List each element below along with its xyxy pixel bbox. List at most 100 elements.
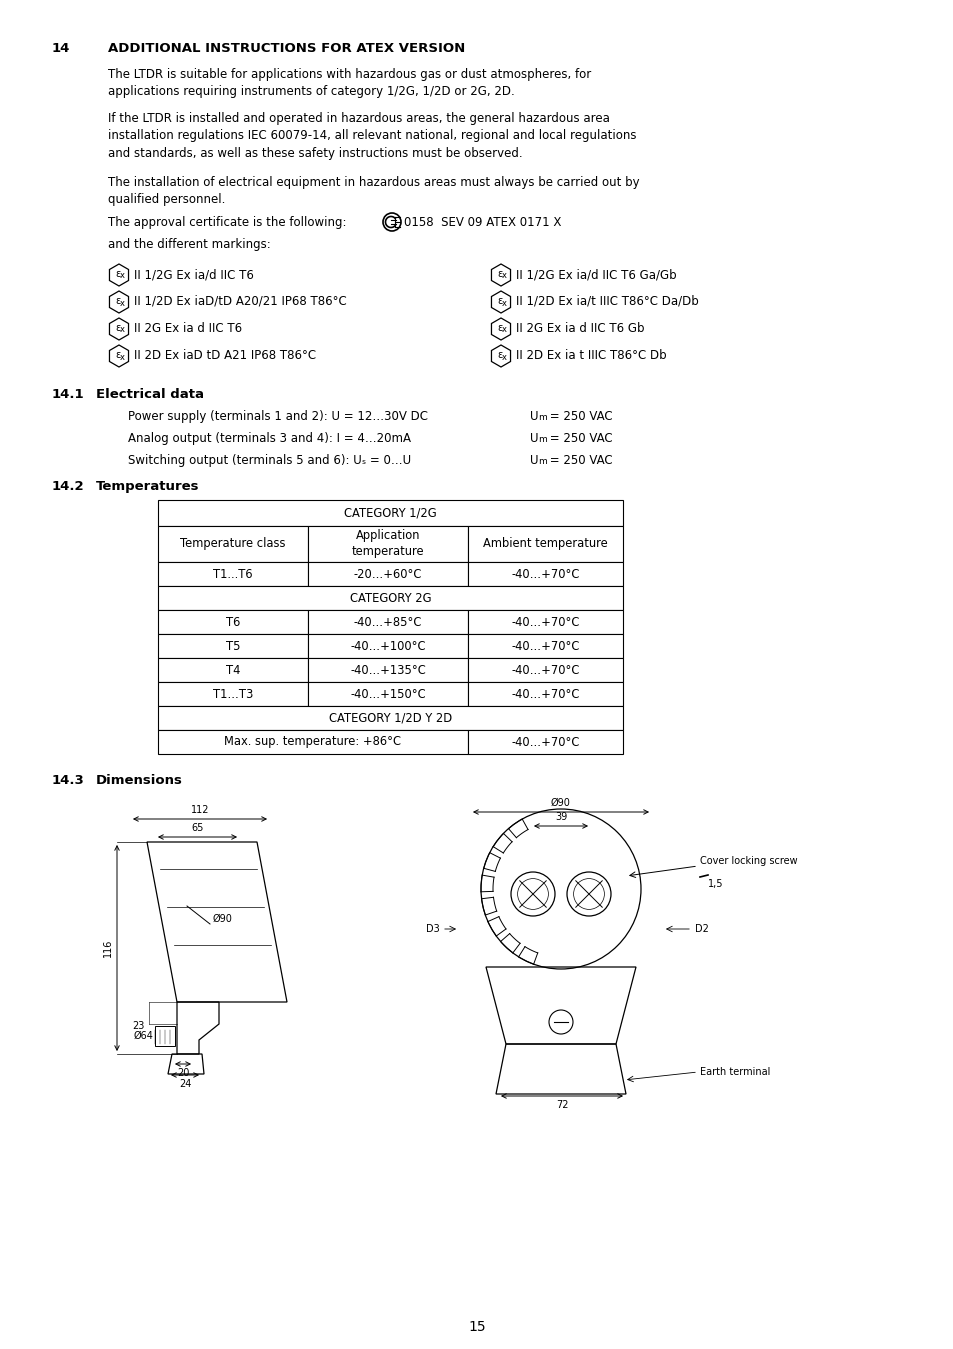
Bar <box>308 683 468 706</box>
Bar <box>158 563 308 585</box>
Text: m: m <box>537 434 546 444</box>
Text: ADDITIONAL INSTRUCTIONS FOR ATEX VERSION: ADDITIONAL INSTRUCTIONS FOR ATEX VERSION <box>108 42 465 55</box>
Text: The installation of electrical equipment in hazardous areas must always be carri: The installation of electrical equipment… <box>108 175 639 206</box>
Bar <box>154 1027 174 1045</box>
Text: 72: 72 <box>556 1099 568 1110</box>
Bar <box>158 730 468 754</box>
Bar <box>158 610 308 634</box>
Text: -40…+70°C: -40…+70°C <box>511 568 579 580</box>
Text: Analog output (terminals 3 and 4): I = 4…20mA: Analog output (terminals 3 and 4): I = 4… <box>128 432 411 445</box>
Text: T5: T5 <box>226 639 240 653</box>
Text: 23: 23 <box>132 1021 145 1031</box>
Text: II 2G Ex ia d IIC T6 Gb: II 2G Ex ia d IIC T6 Gb <box>516 322 644 335</box>
Text: x: x <box>501 271 506 281</box>
Bar <box>158 585 622 610</box>
Text: Cover locking screw: Cover locking screw <box>700 857 797 866</box>
Text: D3: D3 <box>426 924 439 934</box>
Text: ε: ε <box>115 349 121 360</box>
Bar <box>468 634 622 658</box>
Text: x: x <box>501 325 506 335</box>
Text: U: U <box>530 432 537 445</box>
Text: CATEGORY 1/2G: CATEGORY 1/2G <box>344 506 436 519</box>
Text: Power supply (terminals 1 and 2): U = 12…30V DC: Power supply (terminals 1 and 2): U = 12… <box>128 410 428 424</box>
Text: Ø90: Ø90 <box>551 799 570 808</box>
Text: Earth terminal: Earth terminal <box>700 1067 770 1077</box>
Text: T6: T6 <box>226 615 240 629</box>
Text: 14.3: 14.3 <box>52 774 85 786</box>
Text: D2: D2 <box>695 924 708 934</box>
Bar <box>158 634 308 658</box>
Text: T1…T3: T1…T3 <box>213 688 253 700</box>
Bar <box>468 730 622 754</box>
Text: Max. sup. temperature: +86°C: Max. sup. temperature: +86°C <box>224 735 401 749</box>
Text: 14: 14 <box>52 42 71 55</box>
Text: Temperatures: Temperatures <box>96 480 199 492</box>
Text: x: x <box>119 325 125 335</box>
Text: 15: 15 <box>468 1321 485 1334</box>
Text: 116: 116 <box>103 939 112 958</box>
Text: 14.2: 14.2 <box>52 480 85 492</box>
Text: = 250 VAC: = 250 VAC <box>545 432 612 445</box>
Text: II 1/2G Ex ia/d IIC T6: II 1/2G Ex ia/d IIC T6 <box>133 268 253 281</box>
Text: Application
temperature: Application temperature <box>352 530 424 558</box>
Text: ε: ε <box>115 295 121 306</box>
Text: 14.1: 14.1 <box>52 389 85 401</box>
Bar <box>468 563 622 585</box>
Bar <box>468 526 622 563</box>
Bar <box>308 658 468 683</box>
Bar <box>158 500 622 526</box>
Text: Switching output (terminals 5 and 6): Uₛ = 0…U: Switching output (terminals 5 and 6): Uₛ… <box>128 455 411 467</box>
Text: T1...T6: T1...T6 <box>213 568 253 580</box>
Text: -40…+100°C: -40…+100°C <box>350 639 425 653</box>
Text: The approval certificate is the following:: The approval certificate is the followin… <box>108 216 354 229</box>
Text: II 1/2G Ex ia/d IIC T6 Ga/Gb: II 1/2G Ex ia/d IIC T6 Ga/Gb <box>516 268 676 281</box>
Bar <box>308 563 468 585</box>
Text: -40…+70°C: -40…+70°C <box>511 688 579 700</box>
Text: -40…+70°C: -40…+70°C <box>511 664 579 676</box>
Text: CATEGORY 2G: CATEGORY 2G <box>350 591 431 604</box>
Text: -40…+85°C: -40…+85°C <box>354 615 422 629</box>
Text: x: x <box>119 271 125 281</box>
Text: m: m <box>537 413 546 422</box>
Text: If the LTDR is installed and operated in hazardous areas, the general hazardous : If the LTDR is installed and operated in… <box>108 112 636 161</box>
Bar <box>308 610 468 634</box>
Text: 65: 65 <box>192 823 204 832</box>
Text: Electrical data: Electrical data <box>96 389 204 401</box>
Bar <box>158 526 308 563</box>
Text: 39: 39 <box>555 812 566 822</box>
Text: x: x <box>501 352 506 362</box>
Bar <box>468 658 622 683</box>
Text: 1,5: 1,5 <box>707 880 722 889</box>
Text: The LTDR is suitable for applications with hazardous gas or dust atmospheres, fo: The LTDR is suitable for applications wi… <box>108 67 591 98</box>
Text: Ø64: Ø64 <box>133 1031 152 1041</box>
Text: II 1/2D Ex iaD/tD A20/21 IP68 T86°C: II 1/2D Ex iaD/tD A20/21 IP68 T86°C <box>133 295 346 308</box>
Text: II 2D Ex iaD tD A21 IP68 T86°C: II 2D Ex iaD tD A21 IP68 T86°C <box>133 349 315 362</box>
Text: -40…+135°C: -40…+135°C <box>350 664 425 676</box>
Text: ε: ε <box>497 349 502 360</box>
Text: ε: ε <box>115 322 121 333</box>
Text: and the different markings:: and the different markings: <box>108 237 271 251</box>
Text: = 250 VAC: = 250 VAC <box>545 455 612 467</box>
Bar <box>468 683 622 706</box>
Text: II 1/2D Ex ia/t IIIC T86°C Da/Db: II 1/2D Ex ia/t IIIC T86°C Da/Db <box>516 295 698 308</box>
Text: ε: ε <box>115 268 121 279</box>
Text: = 250 VAC: = 250 VAC <box>545 410 612 424</box>
Text: II 2G Ex ia d IIC T6: II 2G Ex ia d IIC T6 <box>133 322 242 335</box>
Text: -20…+60°C: -20…+60°C <box>354 568 422 580</box>
Bar <box>308 634 468 658</box>
Text: -40…+70°C: -40…+70°C <box>511 639 579 653</box>
Text: U: U <box>530 410 537 424</box>
Text: 24: 24 <box>178 1079 191 1089</box>
Text: -40…+70°C: -40…+70°C <box>511 735 579 749</box>
Bar <box>158 706 622 730</box>
Text: x: x <box>119 352 125 362</box>
Text: ε: ε <box>497 295 502 306</box>
Text: x: x <box>119 298 125 308</box>
Text: Ambient temperature: Ambient temperature <box>482 537 607 550</box>
Text: Dimensions: Dimensions <box>96 774 183 786</box>
Text: 0158  SEV 09 ATEX 0171 X: 0158 SEV 09 ATEX 0171 X <box>403 216 560 229</box>
Text: 20: 20 <box>176 1068 189 1078</box>
Text: Temperature class: Temperature class <box>180 537 286 550</box>
Text: -40…+150°C: -40…+150°C <box>350 688 425 700</box>
Text: ε: ε <box>497 322 502 333</box>
